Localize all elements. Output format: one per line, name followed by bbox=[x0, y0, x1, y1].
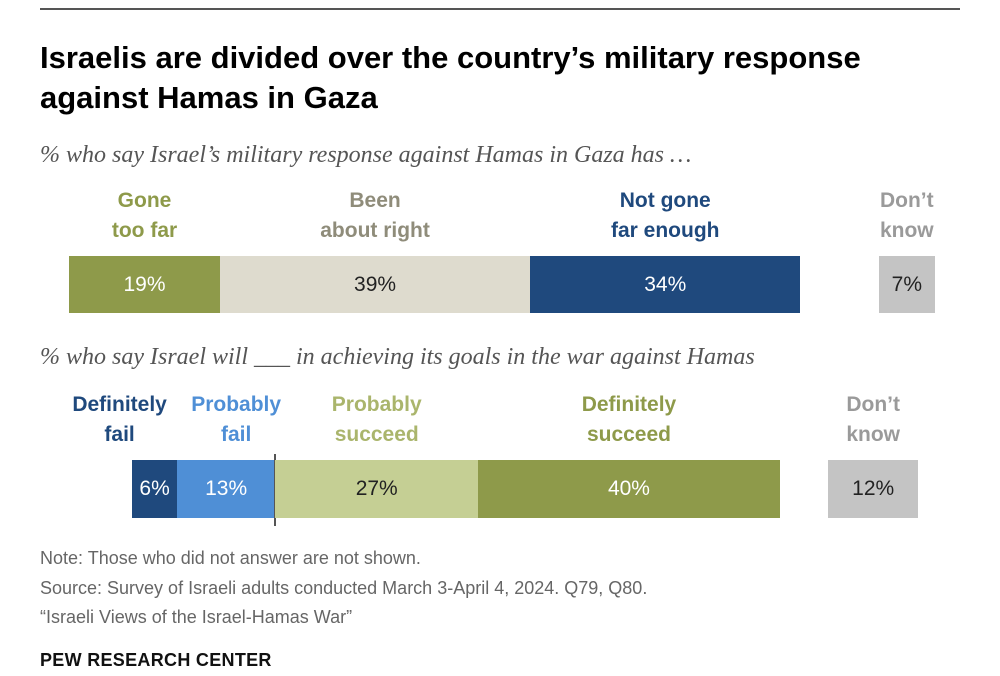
chart-title: Israelis are divided over the country’s … bbox=[40, 40, 861, 115]
chart1-value-label: 7% bbox=[891, 272, 922, 296]
chart2-bar-definitely-fail: 6% bbox=[132, 460, 178, 518]
chart1-category-label-don-t-know: Don’t know bbox=[879, 189, 934, 242]
chart2-category-label-probably-succeed: Probably succeed bbox=[331, 393, 422, 446]
chart1-bar-don-t-know: 7% bbox=[879, 256, 935, 313]
chart2-bar-probably-succeed: 27% bbox=[275, 460, 479, 518]
chart1-category-label-not-gone-far-enough: Not gone far enough bbox=[611, 189, 720, 242]
chart1-bar-gone-too-far: 19% bbox=[69, 256, 221, 313]
chart2-bar-probably-fail: 13% bbox=[177, 460, 276, 518]
chart2-bar-don-t-know: 12% bbox=[828, 460, 919, 518]
footer-report-title: “Israeli Views of the Israel-Hamas War” bbox=[40, 607, 353, 627]
chart1-category-label-gone-too-far: Gone too far bbox=[111, 189, 178, 242]
chart1-bar-been-about-right: 39% bbox=[220, 256, 531, 313]
footer-note: Note: Those who did not answer are not s… bbox=[40, 548, 421, 568]
chart2-bar-definitely-succeed: 40% bbox=[478, 460, 780, 518]
chart2-value-label: 27% bbox=[355, 477, 398, 500]
chart2-category-label-definitely-fail: Definitely fail bbox=[72, 393, 167, 446]
chart1-value-label: 39% bbox=[354, 272, 397, 296]
chart1-bar-not-gone-far-enough: 34% bbox=[530, 256, 801, 313]
footer-source: Source: Survey of Israeli adults conduct… bbox=[40, 578, 648, 598]
chart2-category-label-definitely-succeed: Definitely succeed bbox=[581, 393, 677, 446]
chart2-subtitle: % who say Israel will ___ in achieving i… bbox=[40, 344, 755, 370]
chart2-value-label: 40% bbox=[607, 477, 650, 500]
chart2-value-label: 13% bbox=[205, 477, 248, 500]
chart2-category-label-don-t-know: Don’t know bbox=[846, 393, 900, 446]
chart2-value-label: 6% bbox=[139, 477, 170, 500]
chart1-value-label: 19% bbox=[123, 272, 166, 296]
pew-logo: PEW RESEARCH CENTER bbox=[40, 650, 272, 670]
top-rule bbox=[40, 8, 960, 10]
chart1-subtitle: % who say Israel’s military response aga… bbox=[40, 142, 692, 168]
chart1-category-label-been-about-right: Been about right bbox=[320, 189, 430, 242]
chart2-value-label: 12% bbox=[852, 477, 895, 500]
chart2-category-label-probably-fail: Probably fail bbox=[191, 393, 282, 446]
chart1-value-label: 34% bbox=[644, 272, 687, 296]
